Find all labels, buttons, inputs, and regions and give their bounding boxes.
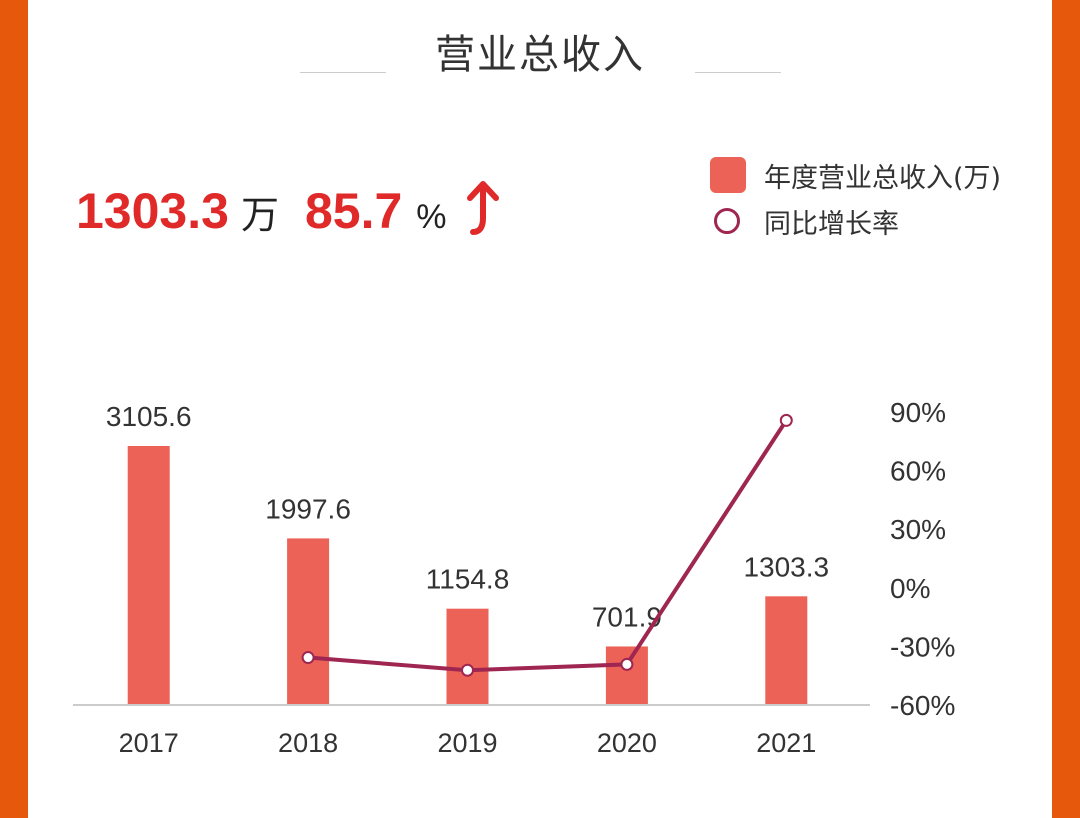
- bar-2021: [765, 596, 808, 705]
- growth-point-2020: [620, 657, 634, 671]
- bar-label: 1303.3: [743, 551, 829, 582]
- growth-point-2018: [301, 651, 315, 665]
- bar-2019: [446, 608, 489, 705]
- y-right-tick-label: 0%: [890, 573, 930, 604]
- title-divider-left: [300, 72, 386, 73]
- summary-growth: 85.7: [304, 183, 403, 239]
- summary: 1303.3 万 85.7%: [76, 181, 499, 243]
- y-right-tick-label: -30%: [890, 631, 955, 662]
- growth-point-2019: [461, 663, 474, 677]
- title-area: 营业总收入: [0, 22, 1080, 82]
- bar-2017: [127, 445, 170, 705]
- y-right-tick-label: 90%: [890, 397, 946, 428]
- summary-value: 1303.3: [76, 183, 229, 239]
- bar-label: 3105.6: [106, 401, 192, 432]
- legend-label: 年度营业总收入(万): [764, 162, 1002, 194]
- summary-unit: 万: [240, 195, 279, 237]
- x-tick-label: 2021: [756, 728, 816, 758]
- y-right-tick-label: 30%: [890, 514, 946, 545]
- bar-2018: [287, 538, 330, 705]
- y-right-tick-label: -60%: [890, 690, 955, 721]
- legend: 年度营业总收入(万) 同比增长率: [710, 152, 1001, 244]
- legend-item-growth[interactable]: 同比增长率: [710, 198, 1001, 244]
- y-right-tick-label: 60%: [890, 456, 946, 487]
- arrow-up-icon: [465, 178, 499, 243]
- title-divider-right: [695, 72, 781, 73]
- x-tick-label: 2017: [119, 728, 179, 758]
- chart-card: [28, 0, 1052, 818]
- legend-bar-swatch: [710, 157, 746, 193]
- summary-growth-unit: %: [416, 198, 447, 236]
- bar-label: 1154.8: [426, 564, 510, 595]
- growth-line: [307, 419, 788, 673]
- growth-point-2021: [779, 413, 793, 427]
- x-tick-label: 2019: [437, 728, 497, 758]
- legend-item-revenue[interactable]: 年度营业总收入(万): [710, 152, 1001, 198]
- chart-title: 营业总收入: [435, 32, 645, 78]
- legend-line-marker: [714, 208, 740, 234]
- x-tick-label: 2020: [597, 728, 657, 758]
- x-tick-label: 2018: [278, 728, 338, 758]
- bar-label: 1997.6: [265, 493, 351, 524]
- bar-2020: [605, 646, 648, 705]
- legend-label: 同比增长率: [764, 208, 899, 240]
